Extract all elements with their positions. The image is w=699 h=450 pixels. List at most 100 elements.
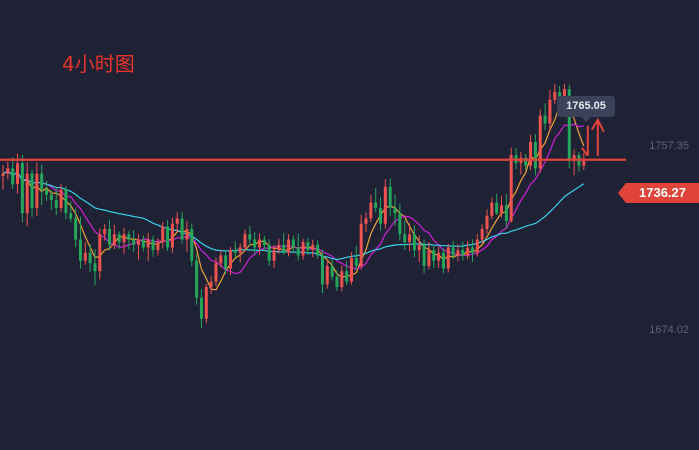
candle (553, 83, 557, 105)
candle-body (74, 218, 78, 240)
candle-body (83, 252, 87, 261)
candle-body (529, 141, 533, 166)
candle-body (538, 115, 542, 169)
candle-body (228, 250, 232, 269)
candle-body (11, 168, 15, 185)
candle (272, 245, 276, 269)
candle-body (16, 163, 20, 185)
candle-body (204, 287, 208, 319)
candle-body (456, 250, 460, 256)
candle-body (432, 250, 436, 261)
candle (141, 235, 145, 252)
candle-body (408, 234, 412, 243)
candle-body (553, 91, 557, 100)
candle-body (1, 173, 5, 176)
candle-body (388, 186, 392, 208)
candle-body (6, 168, 10, 174)
candle (127, 231, 131, 250)
candle (262, 235, 266, 252)
candle (238, 243, 242, 263)
candle-body (364, 218, 368, 224)
candle-body (243, 234, 247, 248)
candle-body (64, 189, 68, 214)
candle-body (466, 247, 470, 256)
candle-body (383, 186, 387, 224)
candle (519, 151, 523, 175)
candle (267, 239, 271, 266)
candle (359, 214, 363, 270)
candle-body (301, 242, 305, 256)
candle (175, 211, 179, 233)
candle (83, 241, 87, 265)
candle-body (117, 234, 121, 243)
candle (117, 231, 121, 249)
candle-body (374, 202, 378, 208)
candle (538, 109, 542, 173)
candle (69, 201, 73, 223)
candle-body (132, 239, 136, 245)
candle (427, 241, 431, 270)
candle (543, 103, 547, 131)
candle-body (30, 173, 34, 208)
candle (151, 235, 155, 257)
candle (199, 289, 203, 328)
candle-body (441, 252, 445, 269)
candle-body (45, 189, 49, 195)
candle-body (582, 159, 586, 166)
candle-body (490, 202, 494, 216)
candle-body (233, 250, 237, 253)
candle-body (25, 173, 29, 214)
candle (398, 203, 402, 241)
candle-body (359, 223, 363, 266)
candle-body (253, 239, 257, 248)
candle-body (40, 173, 44, 190)
candle (437, 246, 441, 268)
candle (25, 162, 29, 227)
candle-body (248, 234, 252, 240)
candle-body (509, 155, 513, 222)
candle-body (417, 244, 421, 251)
chart-title: 4小时图 (62, 52, 135, 76)
candle-body (427, 250, 431, 266)
candle-body (335, 276, 339, 288)
candle (93, 249, 97, 286)
candle-body (199, 297, 203, 319)
candle (316, 240, 320, 259)
candle (504, 193, 508, 228)
candle (291, 235, 295, 252)
candle (306, 238, 310, 255)
candle-body (146, 239, 150, 248)
candle (287, 234, 291, 257)
candle-body (475, 239, 479, 253)
candle (330, 259, 334, 281)
candle-body (282, 244, 286, 253)
candle (277, 238, 281, 255)
candle-body (349, 258, 353, 282)
candle (533, 133, 537, 176)
candle-body (141, 239, 145, 248)
candle (572, 149, 576, 176)
candle (577, 151, 581, 173)
down-arrow-icon (581, 125, 589, 157)
candle-body (185, 229, 189, 240)
candle-body (170, 223, 174, 248)
candle (6, 161, 10, 180)
candle (209, 275, 213, 294)
candle (451, 241, 455, 260)
candle-body (461, 250, 465, 256)
candle-body (495, 202, 499, 214)
candle (35, 162, 39, 216)
candle (403, 220, 407, 250)
candle (146, 232, 150, 262)
candle-body (267, 244, 271, 261)
candle-body (320, 255, 324, 285)
candle-body (291, 239, 295, 248)
candle (354, 246, 358, 270)
candle (195, 254, 199, 305)
candle-body (325, 265, 329, 285)
candle-body (209, 281, 213, 288)
candle-body (69, 213, 73, 219)
candle-body (180, 218, 184, 240)
candle-body (98, 234, 102, 272)
candle (495, 193, 499, 216)
